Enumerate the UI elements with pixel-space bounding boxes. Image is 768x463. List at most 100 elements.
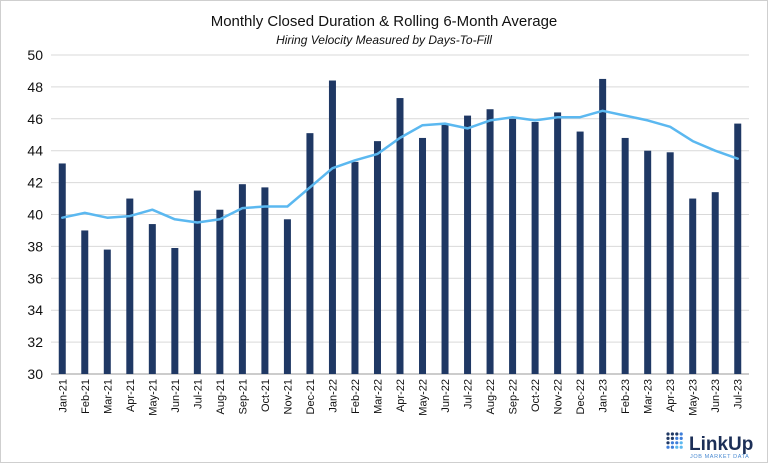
y-axis-ticks: 30 32 34 36 38 40 42 44 46 48 50 bbox=[27, 47, 43, 382]
x-tick-label: Oct-22 bbox=[530, 379, 542, 412]
y-tick-label: 30 bbox=[27, 366, 43, 382]
x-tick-label: Mar-21 bbox=[102, 379, 114, 414]
logo-tagline: JOB MARKET DATA bbox=[690, 454, 749, 460]
logo-dot bbox=[675, 445, 679, 449]
bar bbox=[283, 219, 291, 374]
logo-dot bbox=[679, 436, 683, 440]
logo-dot bbox=[679, 445, 683, 449]
x-tick-label: May-22 bbox=[418, 379, 430, 416]
x-tick-label: Apr-22 bbox=[395, 379, 407, 412]
bar bbox=[644, 150, 652, 374]
x-tick-label: Jul-21 bbox=[192, 379, 204, 409]
bar bbox=[193, 190, 201, 374]
bar bbox=[621, 137, 629, 374]
x-tick-label: Jan-23 bbox=[598, 379, 610, 413]
logo-dot bbox=[666, 441, 670, 445]
bar bbox=[711, 192, 719, 374]
y-tick-label: 32 bbox=[27, 334, 43, 350]
x-tick-label: May-23 bbox=[688, 379, 700, 416]
y-tick-label: 46 bbox=[27, 111, 43, 127]
bar bbox=[486, 109, 494, 374]
bar bbox=[148, 224, 156, 374]
x-tick-label: Dec-21 bbox=[305, 379, 317, 414]
x-tick-label: Jun-22 bbox=[440, 379, 452, 413]
bar bbox=[441, 123, 449, 375]
logo-dot bbox=[679, 441, 683, 445]
bar bbox=[81, 230, 89, 374]
logo-dot bbox=[675, 432, 679, 436]
y-tick-label: 34 bbox=[27, 302, 43, 318]
y-tick-label: 42 bbox=[27, 175, 43, 191]
x-tick-label: Apr-23 bbox=[665, 379, 677, 412]
bar bbox=[464, 115, 472, 375]
x-tick-label: Jan-21 bbox=[57, 379, 69, 413]
bar bbox=[531, 121, 539, 375]
bar bbox=[126, 198, 134, 374]
logo-dot bbox=[670, 436, 675, 440]
x-tick-label: May-21 bbox=[147, 379, 159, 416]
rolling-average-line bbox=[61, 109, 739, 224]
x-axis-ticks: Jan-21 Feb-21 Mar-21 Apr-21 May-21 Jun-21 Jul-… bbox=[57, 379, 744, 416]
x-tick-label: Sep-22 bbox=[508, 379, 520, 414]
logo-dot bbox=[666, 436, 670, 440]
x-tick-label: Aug-21 bbox=[215, 379, 227, 414]
logo-dot bbox=[670, 445, 675, 449]
x-tick-label: Aug-22 bbox=[485, 379, 497, 414]
x-tick-label: Jun-23 bbox=[710, 379, 722, 413]
bar bbox=[58, 163, 66, 374]
x-tick-label: Mar-23 bbox=[643, 379, 655, 414]
y-tick-label: 50 bbox=[27, 47, 43, 63]
bar bbox=[689, 198, 697, 374]
bar bbox=[509, 118, 517, 374]
bar bbox=[306, 133, 314, 374]
x-tick-label: Sep-21 bbox=[237, 379, 249, 414]
bar-series bbox=[58, 78, 742, 375]
chart-title: Monthly Closed Duration & Rolling 6-Mont… bbox=[211, 13, 558, 30]
x-tick-label: Feb-22 bbox=[350, 379, 362, 414]
x-tick-label: Dec-22 bbox=[575, 379, 587, 414]
bar bbox=[373, 141, 381, 374]
x-tick-label: Jun-21 bbox=[170, 379, 182, 413]
bar bbox=[238, 184, 246, 374]
x-tick-label: Feb-21 bbox=[80, 379, 92, 414]
logo-icon bbox=[666, 432, 683, 449]
bar bbox=[666, 152, 674, 374]
y-tick-label: 48 bbox=[27, 79, 43, 95]
bar bbox=[216, 209, 224, 374]
bar bbox=[396, 98, 404, 374]
x-tick-label: Oct-21 bbox=[260, 379, 272, 412]
y-tick-label: 40 bbox=[27, 207, 43, 223]
x-tick-label: Nov-22 bbox=[553, 379, 565, 414]
x-tick-label: Apr-21 bbox=[125, 379, 137, 412]
logo-dot bbox=[679, 432, 683, 436]
bar bbox=[103, 249, 111, 374]
bar bbox=[576, 131, 584, 374]
logo-dot bbox=[670, 432, 675, 436]
x-tick-label: Feb-23 bbox=[620, 379, 632, 414]
y-tick-label: 44 bbox=[27, 143, 43, 159]
bar bbox=[599, 78, 607, 375]
logo-dot bbox=[666, 445, 670, 449]
logo-wordmark: LinkUp bbox=[689, 434, 753, 455]
bar bbox=[351, 161, 359, 374]
logo-dot bbox=[675, 441, 679, 445]
x-tick-label: Jul-23 bbox=[733, 379, 745, 409]
linkup-logo: LinkUp JOB MARKET DATA bbox=[666, 432, 753, 460]
chart-subtitle: Hiring Velocity Measured by Days-To-Fill bbox=[276, 33, 492, 47]
bar bbox=[328, 80, 336, 375]
logo-dot bbox=[675, 436, 679, 440]
bar bbox=[171, 247, 179, 374]
y-tick-label: 36 bbox=[27, 270, 43, 286]
logo-dot bbox=[666, 432, 670, 436]
bar bbox=[419, 137, 427, 374]
bar bbox=[554, 112, 562, 375]
x-tick-label: Jul-22 bbox=[463, 379, 475, 409]
bar bbox=[261, 187, 269, 374]
x-tick-label: Nov-21 bbox=[282, 379, 294, 414]
line-series bbox=[61, 109, 739, 224]
y-tick-label: 38 bbox=[27, 238, 43, 254]
x-tick-label: Jan-22 bbox=[327, 379, 339, 413]
logo-dot bbox=[670, 441, 675, 445]
